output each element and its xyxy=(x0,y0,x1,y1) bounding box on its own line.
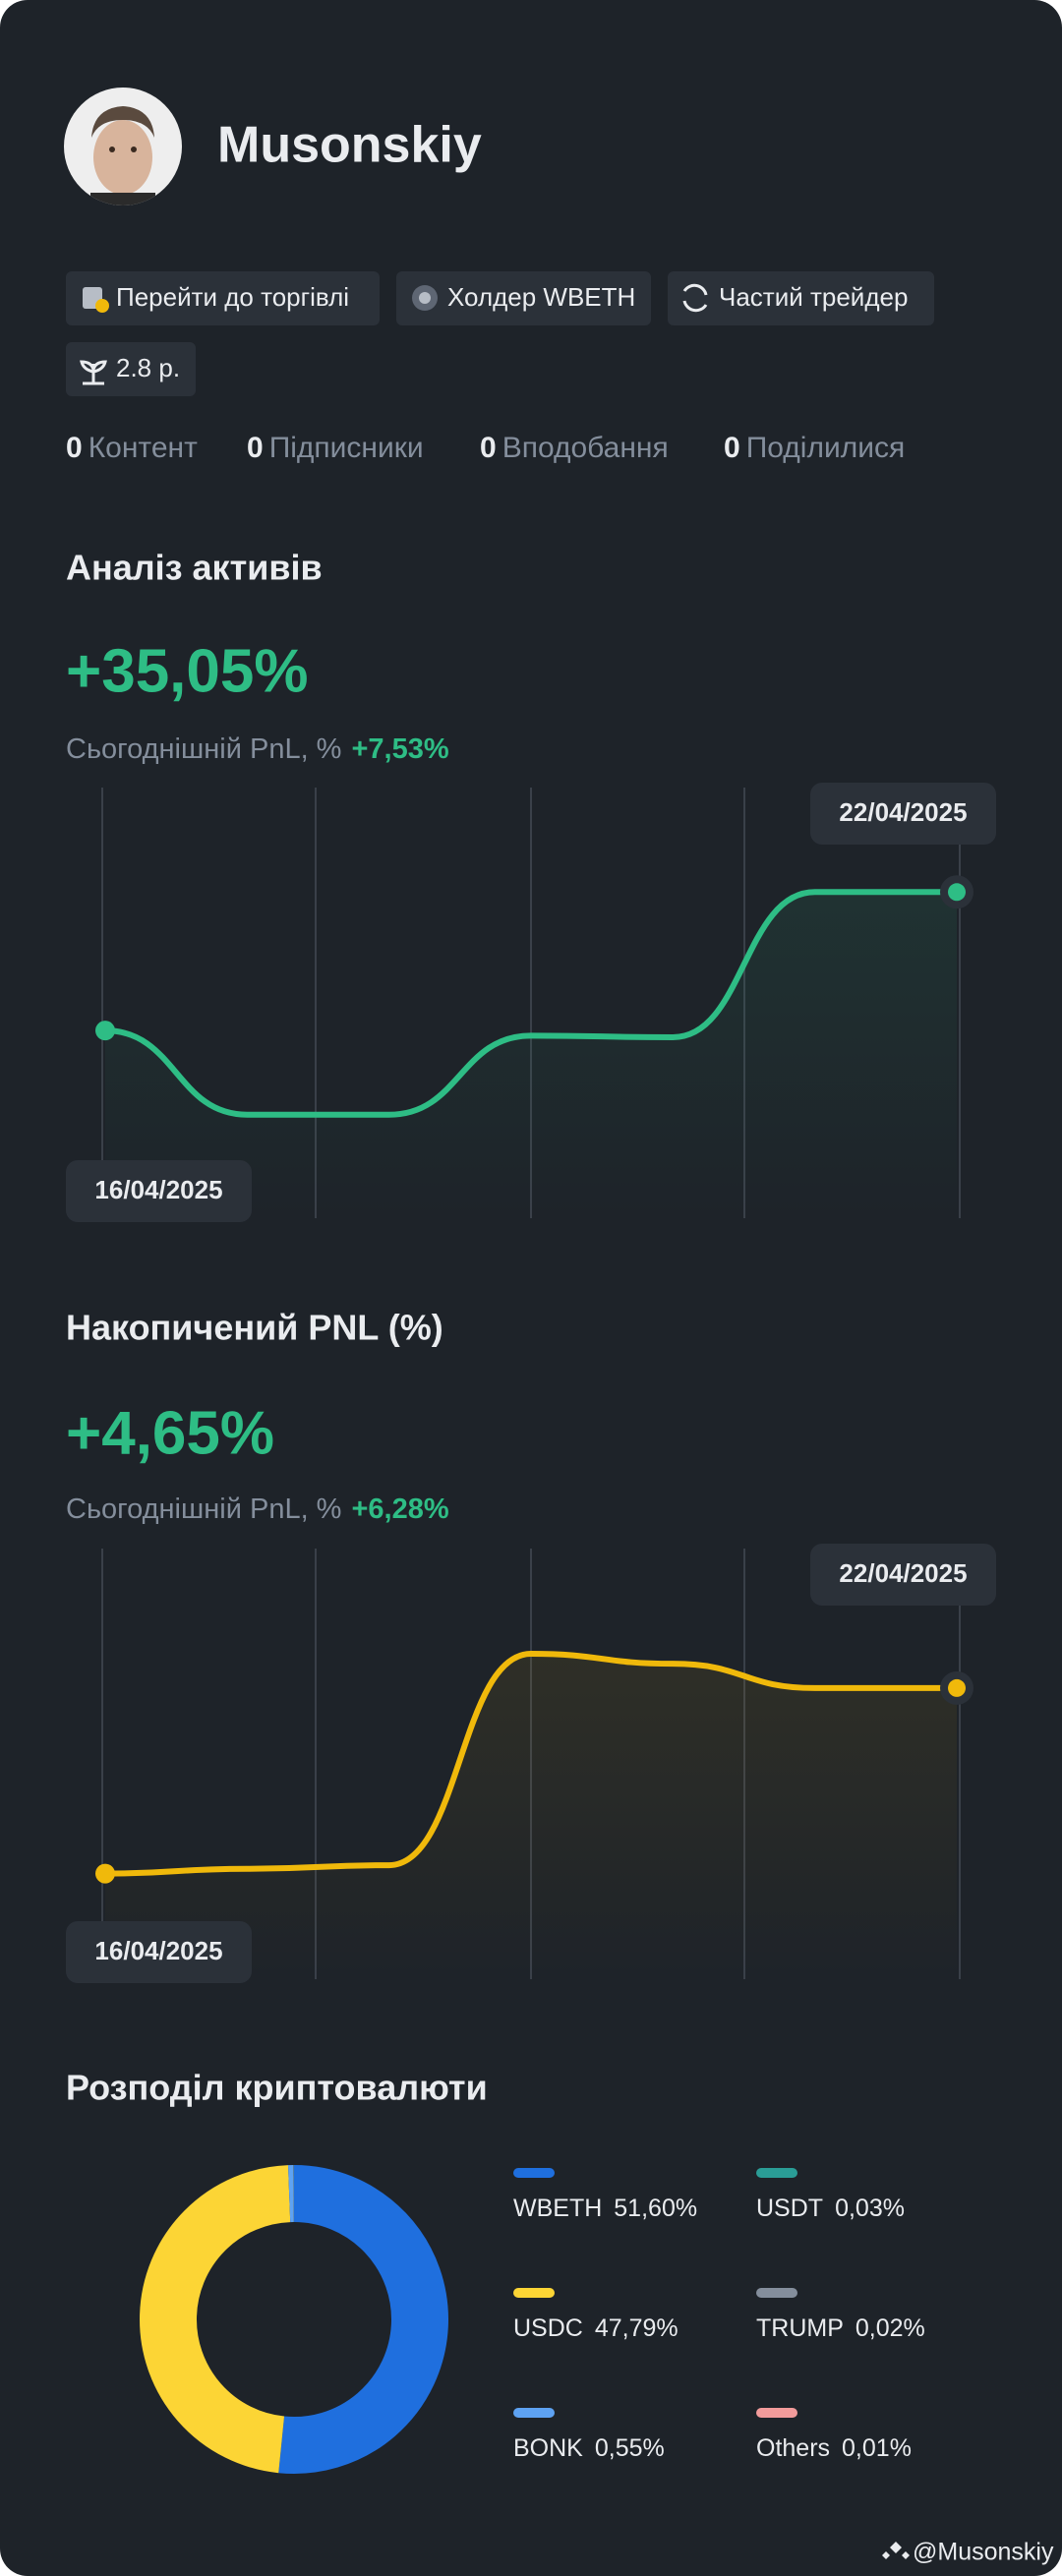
stat-label: Підписники xyxy=(269,432,424,464)
tag[interactable]: Перейти до торгівлі xyxy=(66,271,380,325)
legend-name: BONK xyxy=(513,2434,583,2462)
legend-name: WBETH xyxy=(513,2195,602,2222)
line xyxy=(102,1650,960,1877)
subtitle-value: +7,53% xyxy=(351,733,448,765)
legend-value: 0,03% xyxy=(835,2195,905,2222)
stat-count: 0 xyxy=(247,432,264,464)
legend-value: 51,60% xyxy=(614,2195,697,2222)
tag-label: Частий трейдер xyxy=(719,282,908,312)
line xyxy=(102,889,960,1118)
legend-swatch xyxy=(756,2288,797,2298)
stat: 0 Підписники xyxy=(247,432,424,464)
point xyxy=(948,883,966,902)
stat: 0 Контент xyxy=(66,432,198,464)
stat-count: 0 xyxy=(66,432,83,464)
date-label: 16/04/2025 xyxy=(94,1175,222,1204)
date-label: 22/04/2025 xyxy=(839,797,967,827)
tag-label: Перейти до торгівлі xyxy=(116,282,349,312)
point xyxy=(95,1863,115,1884)
stat: 0 Поділилися xyxy=(724,432,905,464)
tag-label: 2.8 р. xyxy=(116,353,180,382)
donut-segment xyxy=(278,2165,449,2474)
legend-value: 0,02% xyxy=(856,2314,925,2342)
headline-value: +35,05% xyxy=(66,637,309,705)
legend-swatch xyxy=(513,2168,555,2178)
chart-title: Розподіл криптовалюти xyxy=(66,2068,488,2108)
date-badge xyxy=(810,1544,996,1606)
legend-value: 47,79% xyxy=(595,2314,678,2342)
legend-swatch xyxy=(756,2408,797,2418)
legend-name: Others xyxy=(756,2434,830,2462)
subtitle: Сьогоднішній PnL, % +7,53% xyxy=(66,733,449,765)
legend-entry: TRUMP 0,02% xyxy=(756,2314,925,2342)
subtitle-value: +6,28% xyxy=(351,1493,448,1525)
legend-entry: USDT 0,03% xyxy=(756,2195,905,2222)
stat-count: 0 xyxy=(480,432,497,464)
legend-swatch xyxy=(513,2408,555,2418)
legend-name: USDC xyxy=(513,2314,583,2342)
tag: 2.8 р. xyxy=(66,342,196,396)
headline-value: +4,65% xyxy=(66,1399,274,1467)
chart-title: Накопичений PNL (%) xyxy=(66,1308,443,1348)
date-label: 16/04/2025 xyxy=(94,1936,222,1965)
stat: 0 Вподобання xyxy=(480,432,669,464)
avatar[interactable] xyxy=(64,88,182,212)
chart-title: Аналіз активів xyxy=(66,548,323,588)
date-badge xyxy=(66,1921,252,1983)
legend-value: 0,01% xyxy=(842,2434,912,2462)
user-name: Musonskiy xyxy=(217,117,482,174)
legend-name: TRUMP xyxy=(756,2314,844,2342)
legend-entry: BONK 0,55% xyxy=(513,2434,665,2462)
point xyxy=(95,1021,115,1041)
subtitle-label: Сьогоднішній PnL, % xyxy=(66,1493,341,1525)
stat-label: Поділилися xyxy=(746,432,906,464)
point xyxy=(948,1678,966,1697)
stat-label: Вподобання xyxy=(502,432,669,464)
subtitle: Сьогоднішній PnL, % +6,28% xyxy=(66,1493,449,1525)
tag: Частий трейдер xyxy=(668,271,934,325)
date-badge xyxy=(66,1160,252,1222)
legend-swatch xyxy=(513,2288,555,2298)
stat-count: 0 xyxy=(724,432,740,464)
legend-value: 0,55% xyxy=(595,2434,665,2462)
footer: @Musonskiy xyxy=(882,2539,1054,2566)
date-badge xyxy=(810,783,996,845)
legend-entry: WBETH 51,60% xyxy=(513,2195,697,2222)
subtitle-label: Сьогоднішній PnL, % xyxy=(66,733,341,765)
legend-entry: Others 0,01% xyxy=(756,2434,912,2462)
area xyxy=(105,1653,957,1979)
area xyxy=(105,892,957,1218)
donut-segment xyxy=(140,2165,291,2474)
legend-swatch xyxy=(756,2168,797,2178)
stat-label: Контент xyxy=(88,432,198,464)
legend-entry: USDC 47,79% xyxy=(513,2314,678,2342)
footer-handle: @Musonskiy xyxy=(913,2539,1054,2566)
tag-label: Холдер WBETH xyxy=(447,282,635,312)
tag: Холдер WBETH xyxy=(396,271,651,325)
legend-name: USDT xyxy=(756,2195,823,2222)
date-label: 22/04/2025 xyxy=(839,1558,967,1588)
